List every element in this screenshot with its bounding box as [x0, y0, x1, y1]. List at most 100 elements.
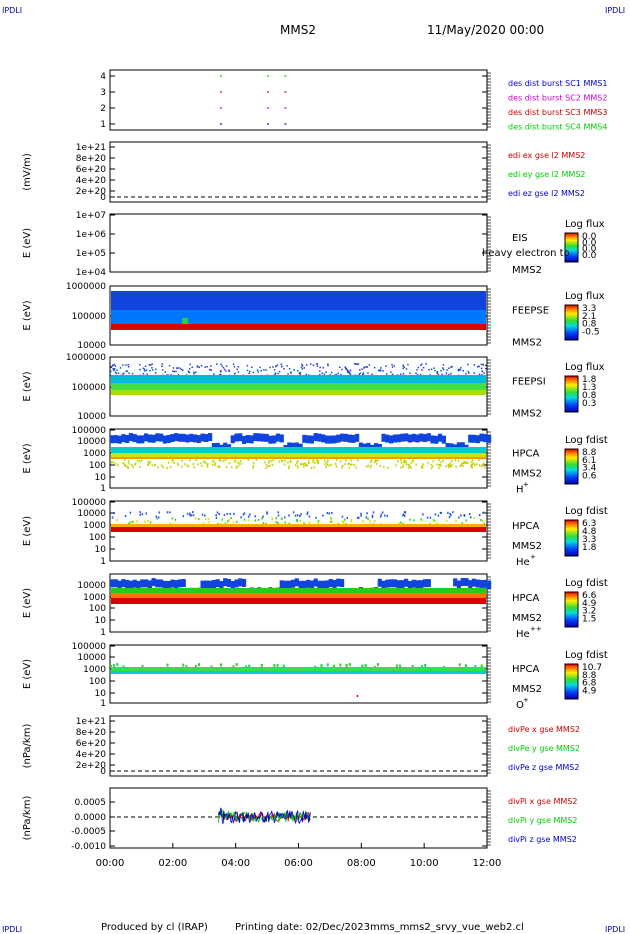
hpca_he-species-charge: +: [530, 553, 536, 561]
hpca_h-blue-col: [249, 435, 254, 444]
hpca_he-instrument-label: HPCA: [512, 521, 540, 532]
hpca-h-speckle: [237, 464, 240, 467]
hpca-h-speckle: [377, 459, 379, 462]
hpca-he-speckle: [463, 514, 466, 517]
hpca-he-speckle: [156, 517, 158, 520]
burst-ytick-label: 2: [100, 104, 106, 114]
hpca_hepp-blue-col: [290, 579, 296, 588]
feepsi-speckle: [188, 368, 191, 370]
hpca-he-speckle: [249, 513, 251, 516]
hpca-h-speckle: [442, 459, 444, 462]
hpca_h-blue-col: [468, 434, 473, 443]
feepsi-speckle: [149, 369, 151, 372]
hpca_hepp-spacecraft-label: MMS2: [512, 613, 542, 624]
hpca-o-spike: [197, 663, 200, 667]
hpca-h-speckle: [478, 459, 480, 462]
hpca-he-speckle: [362, 520, 364, 523]
hpca-h-speckle: [252, 462, 255, 465]
hpca-h-speckle: [317, 462, 319, 465]
hpca-h-speckle: [265, 464, 268, 467]
hpca_h-blue-col: [200, 433, 205, 442]
hpca_hepp-ytick-label: 10: [95, 616, 107, 626]
hpca-h-speckle: [151, 464, 154, 467]
hpca-h-speckle: [341, 466, 343, 469]
hpca-he-speckle: [242, 513, 245, 516]
hpca_h-cbar-label: 0.6: [582, 471, 597, 481]
hpca-h-yellow: [111, 453, 486, 459]
hpca-h-speckle: [214, 464, 216, 467]
hpca-h-speckle: [169, 466, 172, 469]
hpca-he-speckle: [380, 513, 382, 516]
feepsi-speckle: [215, 363, 218, 366]
divpe-frame: [109, 715, 488, 777]
divpi-series-z: [218, 807, 311, 825]
feepsi-speckle: [327, 363, 329, 366]
feepsi-speckle: [161, 365, 163, 368]
feepsi-speckle: [151, 369, 154, 371]
hpca_h-blue-col: [426, 433, 431, 442]
hpca_o-cbar-label: 10.7: [582, 663, 602, 673]
feepsi-speckle: [193, 372, 195, 375]
hpca-h-speckle: [138, 460, 141, 463]
hpca-o-spike: [421, 665, 424, 669]
hpca_hepp-blue-col: [332, 579, 337, 588]
hpca-he-speckle: [434, 520, 437, 523]
feepsi-speckle: [415, 372, 417, 374]
hpca-h-speckle: [176, 462, 179, 465]
hpca_h-blue-col: [215, 442, 220, 451]
feepsi-speckle: [128, 372, 130, 374]
hpca_h-blue-col: [437, 433, 443, 442]
divpe-ytick-label: 1e+21: [76, 717, 106, 727]
hpca-he-speckle: [257, 518, 260, 521]
hpca-he-speckle: [331, 511, 333, 514]
divpe-legend-item: divPe z gse MMS2: [508, 763, 579, 772]
hpca-h-speckle: [131, 464, 133, 467]
feepsi-speckle: [457, 368, 460, 371]
hpca_hepp-blue-col: [298, 580, 303, 589]
divpe-ylabel: (nPa/km): [22, 724, 33, 769]
hpca-he-speckle: [341, 515, 344, 518]
hpca-o-spike: [399, 664, 402, 668]
hpca-h-speckle: [400, 461, 403, 464]
hpca_hepp-species-label: He: [516, 629, 530, 640]
hpca-he-speckle: [174, 518, 177, 521]
hpca-h-speckle: [211, 463, 214, 466]
feepsi-speckle: [373, 366, 376, 369]
eis-spacecraft-label: MMS2: [512, 265, 542, 276]
hpca-he-speckle: [124, 515, 127, 518]
hpca-he-speckle: [262, 522, 265, 525]
feepsi-speckle: [287, 373, 289, 375]
hpca_h-blue-col: [434, 435, 439, 444]
feepsi-speckle: [177, 374, 180, 376]
hpca-o-spike: [248, 664, 251, 668]
hpca_h-blue-col: [332, 435, 337, 444]
x-tick-label: 08:00: [347, 858, 376, 869]
feepsi-speckle: [457, 369, 460, 372]
feepsi-speckle: [386, 373, 388, 375]
hpca-he-speckle: [205, 517, 207, 520]
hpca_hepp-cbar-label: 4.9: [582, 599, 597, 609]
hpca_h-frame: [109, 428, 488, 489]
feepsi-speckle: [280, 365, 283, 368]
divpi-ytick-label: -0.0005: [71, 827, 106, 837]
feepsi-speckle: [309, 363, 312, 365]
hpca-he-speckle: [247, 519, 250, 522]
panel-eis: 1e+07 1e+06 1e+05 1e+04 E (eV) EIS MMS2 Log flu…: [22, 211, 605, 278]
feepsi-cbar-label: 0.3: [582, 399, 596, 409]
feepsi-speckle: [195, 371, 197, 374]
hpca-h-speckle: [115, 462, 117, 465]
hpca_o-cbar-label: 6.8: [582, 679, 597, 689]
hpca_hepp-blue-col: [400, 580, 405, 589]
hpca-h-speckle: [484, 466, 486, 469]
hpca_h-blue-col: [430, 435, 435, 444]
feepsi-speckle: [113, 369, 115, 372]
hpca-h-speckle: [422, 463, 425, 466]
hpca-h-speckle: [316, 460, 319, 463]
hpca-h-speckle: [218, 459, 221, 462]
feepsi-speckle: [138, 363, 141, 366]
hpca_hepp-ytick-label: 1000: [83, 593, 106, 603]
hpca-he-speckle: [469, 516, 472, 519]
feepsi-speckle: [425, 363, 427, 365]
hpca_o-species-charge: +: [523, 696, 529, 704]
hpca-h-speckle: [326, 461, 328, 464]
